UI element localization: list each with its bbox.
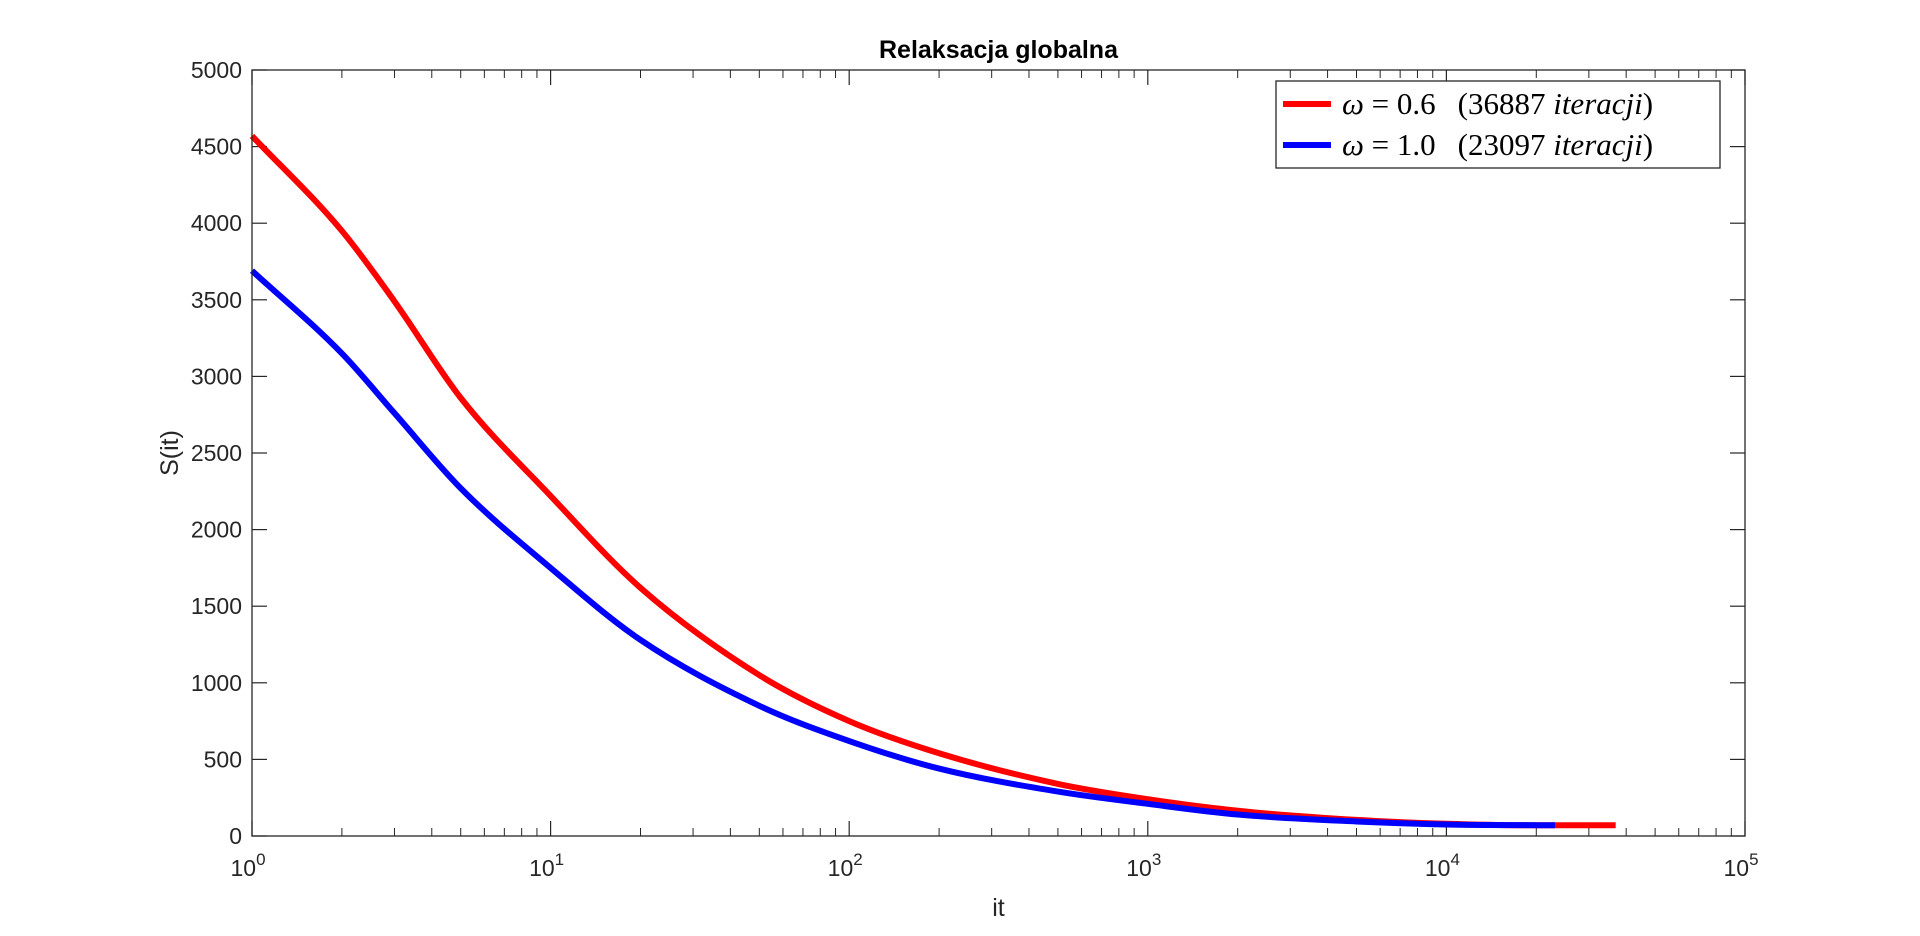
legend-entry-1: ω = 0.6 (36887 iteracji) [1283,86,1653,121]
legend-label: ω = 1.0 (23097 iteracji) [1342,127,1653,162]
y-tick-label: 500 [204,746,242,772]
series-lines [249,133,1616,829]
y-tick-label: 4500 [191,134,242,160]
legend-box [1275,80,1721,169]
x-tick-label: 104 [1425,850,1460,881]
x-axis-label: it [992,894,1005,922]
x-tick-label: 100 [230,850,265,881]
legend-entry-2: ω = 1.0 (23097 iteracji) [1283,127,1653,162]
y-tick-label: 1500 [191,593,242,619]
x-tick-label: 102 [828,850,863,881]
plot-area [252,70,1745,836]
y-tick-labels: 0 500 1000 1500 2000 2500 3000 3500 4000 4500 5000 [191,57,242,849]
x-tick-labels: 100 101 102 103 104 105 [230,850,1758,881]
minor-ticks [341,70,1732,836]
x-tick-label: 101 [529,850,564,881]
y-tick-label: 2500 [191,440,242,466]
chart-title: Relaksacja globalna [879,36,1119,64]
plot-frame [251,69,1746,837]
y-tick-label: 3500 [191,287,242,313]
legend-label: ω = 0.6 (36887 iteracji) [1342,86,1653,121]
y-tick-label: 5000 [191,57,242,83]
y-tick-label: 3000 [191,363,242,389]
x-tick-label: 105 [1723,850,1758,881]
x-tick-label: 103 [1126,850,1161,881]
y-tick-label: 1000 [191,670,242,696]
legend: ω = 0.6 (36887 iteracji) ω = 1.0 (23097 ite… [1275,80,1721,169]
y-axis-label: S(it) [156,430,184,476]
y-tick-label: 2000 [191,517,242,543]
y-tick-label: 4000 [191,210,242,236]
series-line-2 [249,268,1555,829]
y-tick-label: 0 [229,823,242,849]
